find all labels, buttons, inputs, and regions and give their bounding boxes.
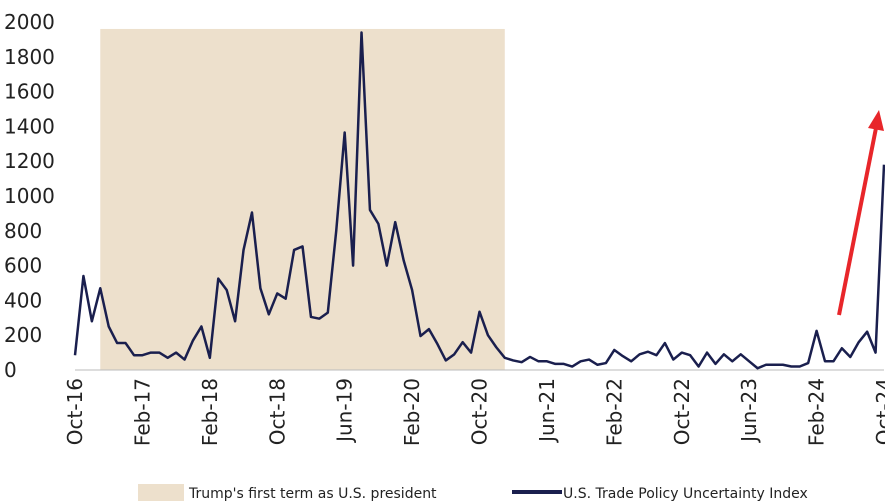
x-tick-label: Jun-21 [535, 378, 559, 444]
y-tick-label: 400 [4, 288, 42, 312]
x-tick-label: Jun-23 [737, 378, 761, 444]
legend-swatch-shade [138, 484, 184, 501]
y-tick-label: 0 [4, 358, 17, 382]
x-tick-label: Oct-16 [63, 378, 87, 445]
y-tick-label: 200 [4, 323, 42, 347]
x-tick-label: Feb-22 [602, 378, 626, 446]
shade-region [100, 28, 505, 371]
y-tick-label: 800 [4, 219, 42, 243]
y-tick-label: 1400 [4, 114, 55, 138]
x-tick-label: Feb-24 [805, 378, 829, 446]
x-tick-label: Jun-19 [333, 378, 357, 444]
y-tick-label: 600 [4, 254, 42, 278]
legend-label: U.S. Trade Policy Uncertainty Index [563, 486, 808, 501]
arrow-head [868, 110, 884, 131]
legend: Trump's first term as U.S. president U.S… [138, 484, 808, 501]
y-tick-label: 2000 [4, 10, 55, 34]
y-tick-label: 1200 [4, 149, 55, 173]
arrow-shaft [837, 127, 878, 316]
y-tick-label: 1800 [4, 45, 55, 69]
x-tick-label: Oct-24 [872, 378, 885, 445]
x-tick-label: Oct-22 [670, 378, 694, 445]
legend-label: Trump's first term as U.S. president [188, 486, 437, 501]
x-tick-label: Oct-20 [468, 378, 492, 445]
y-tick-label: 1000 [4, 184, 55, 208]
x-tick-label: Oct-18 [265, 378, 289, 445]
data-line [73, 31, 885, 370]
x-tick-label: Feb-18 [198, 378, 222, 446]
x-tick-label: Feb-20 [400, 378, 424, 446]
y-tick-label: 1600 [4, 80, 55, 104]
x-tick-label: Feb-17 [130, 378, 154, 446]
